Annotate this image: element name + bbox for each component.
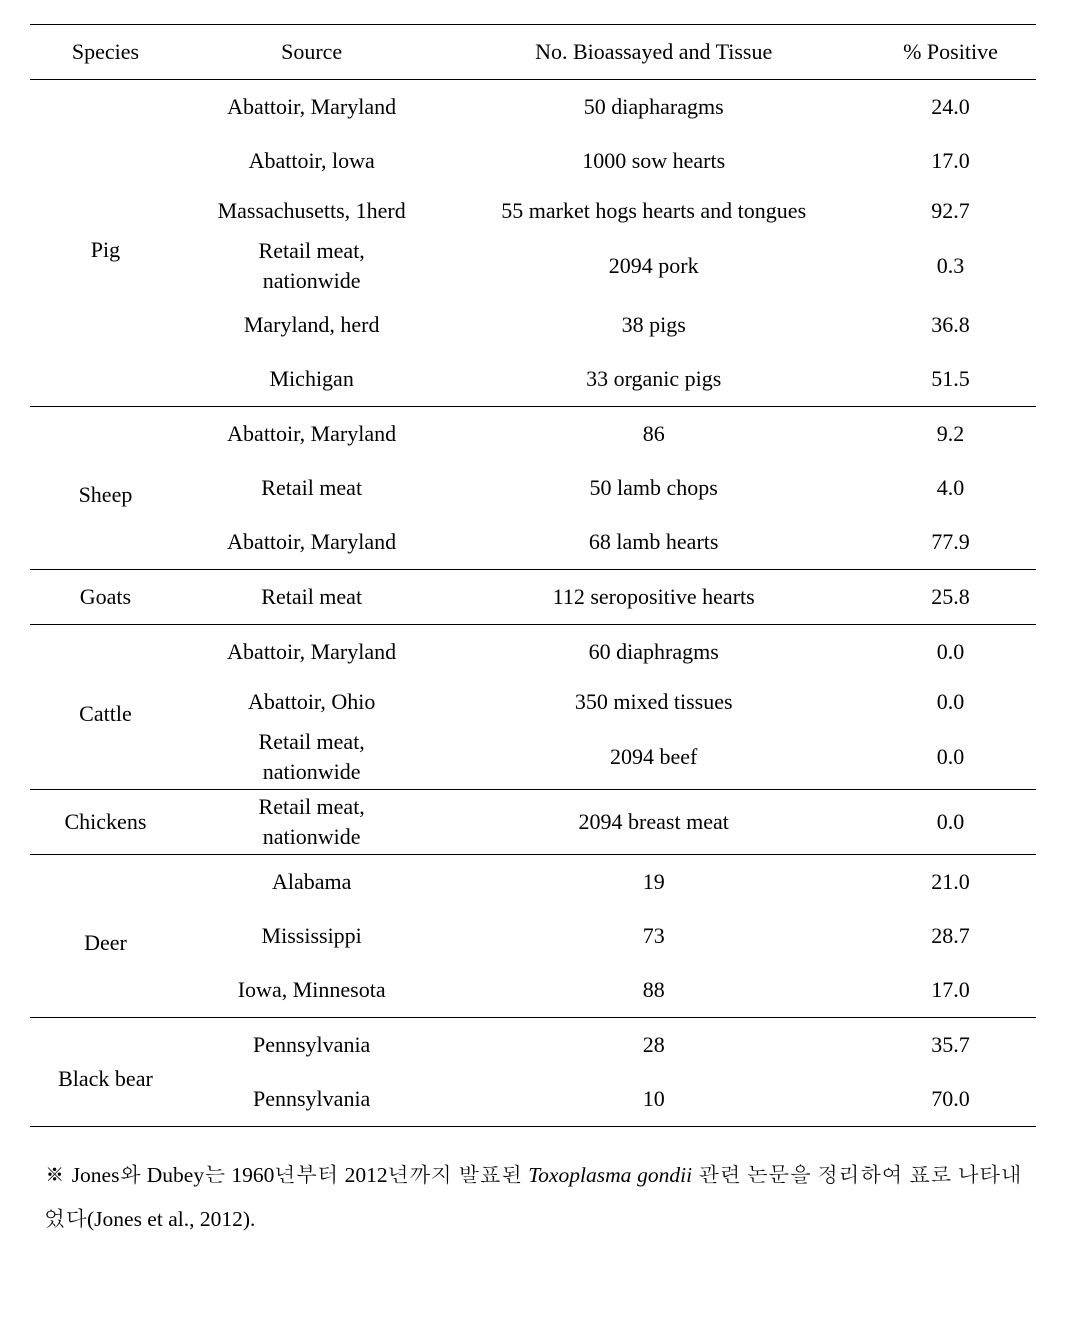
table-row: Michigan33 organic pigs51.5 — [30, 352, 1036, 407]
cell-tissue: 60 diaphragms — [442, 625, 865, 680]
cell-tissue: 55 market hogs hearts and tongues — [442, 188, 865, 234]
cell-source: Retail meat,nationwide — [181, 725, 443, 790]
cell-tissue: 1000 sow hearts — [442, 134, 865, 188]
cell-tissue: 19 — [442, 855, 865, 910]
cell-tissue: 10 — [442, 1072, 865, 1127]
cell-tissue: 88 — [442, 963, 865, 1018]
cell-positive: 21.0 — [865, 855, 1036, 910]
table-row: Mississippi7328.7 — [30, 909, 1036, 963]
cell-species: Goats — [30, 570, 181, 625]
table-row: Abattoir, Ohio350 mixed tissues0.0 — [30, 679, 1036, 725]
table-row: CattleAbattoir, Maryland60 diaphragms0.0 — [30, 625, 1036, 680]
footnote-italic: Toxoplasma gondii — [528, 1163, 692, 1187]
table-row: Retail meat,nationwide2094 pork0.3 — [30, 234, 1036, 298]
cell-source: Pennsylvania — [181, 1072, 443, 1127]
header-source: Source — [181, 25, 443, 80]
header-tissue: No. Bioassayed and Tissue — [442, 25, 865, 80]
cell-tissue: 73 — [442, 909, 865, 963]
table-row: PigAbattoir, Maryland50 diapharagms24.0 — [30, 80, 1036, 135]
cell-positive: 4.0 — [865, 461, 1036, 515]
cell-positive: 70.0 — [865, 1072, 1036, 1127]
cell-source: Iowa, Minnesota — [181, 963, 443, 1018]
cell-tissue: 112 seropositive hearts — [442, 570, 865, 625]
cell-positive: 0.0 — [865, 725, 1036, 790]
cell-tissue: 350 mixed tissues — [442, 679, 865, 725]
table-row: Iowa, Minnesota8817.0 — [30, 963, 1036, 1018]
table-row: ChickensRetail meat,nationwide2094 breas… — [30, 790, 1036, 855]
cell-source: Abattoir, Maryland — [181, 407, 443, 462]
table-row: SheepAbattoir, Maryland869.2 — [30, 407, 1036, 462]
cell-tissue: 28 — [442, 1018, 865, 1073]
table-row: Black bearPennsylvania2835.7 — [30, 1018, 1036, 1073]
table-row: Retail meat50 lamb chops4.0 — [30, 461, 1036, 515]
table-row: DeerAlabama1921.0 — [30, 855, 1036, 910]
cell-tissue: 50 lamb chops — [442, 461, 865, 515]
cell-source: Mississippi — [181, 909, 443, 963]
cell-positive: 77.9 — [865, 515, 1036, 570]
cell-positive: 0.0 — [865, 679, 1036, 725]
cell-positive: 36.8 — [865, 298, 1036, 352]
cell-tissue: 2094 breast meat — [442, 790, 865, 855]
cell-source: Abattoir, Maryland — [181, 80, 443, 135]
cell-tissue: 2094 beef — [442, 725, 865, 790]
cell-positive: 28.7 — [865, 909, 1036, 963]
cell-positive: 92.7 — [865, 188, 1036, 234]
table-row: Abattoir, Maryland68 lamb hearts77.9 — [30, 515, 1036, 570]
cell-species: Black bear — [30, 1018, 181, 1127]
cell-positive: 17.0 — [865, 963, 1036, 1018]
cell-species: Sheep — [30, 407, 181, 570]
cell-tissue: 86 — [442, 407, 865, 462]
cell-source: Retail meat — [181, 461, 443, 515]
cell-positive: 25.8 — [865, 570, 1036, 625]
cell-species: Deer — [30, 855, 181, 1018]
cell-source: Retail meat,nationwide — [181, 234, 443, 298]
cell-positive: 51.5 — [865, 352, 1036, 407]
table-row: Maryland, herd38 pigs36.8 — [30, 298, 1036, 352]
bioassay-table: Species Source No. Bioassayed and Tissue… — [30, 24, 1036, 1127]
table-row: Retail meat,nationwide2094 beef0.0 — [30, 725, 1036, 790]
cell-positive: 0.0 — [865, 790, 1036, 855]
cell-tissue: 50 diapharagms — [442, 80, 865, 135]
table-row: GoatsRetail meat112 seropositive hearts2… — [30, 570, 1036, 625]
cell-tissue: 33 organic pigs — [442, 352, 865, 407]
cell-species: Pig — [30, 80, 181, 407]
cell-positive: 24.0 — [865, 80, 1036, 135]
cell-source: Retail meat — [181, 570, 443, 625]
cell-source: Abattoir, Maryland — [181, 515, 443, 570]
cell-source: Maryland, herd — [181, 298, 443, 352]
cell-positive: 9.2 — [865, 407, 1036, 462]
cell-positive: 0.3 — [865, 234, 1036, 298]
cell-source: Michigan — [181, 352, 443, 407]
cell-positive: 17.0 — [865, 134, 1036, 188]
cell-source: Abattoir, Maryland — [181, 625, 443, 680]
table-row: Pennsylvania1070.0 — [30, 1072, 1036, 1127]
cell-source: Retail meat,nationwide — [181, 790, 443, 855]
cell-species: Chickens — [30, 790, 181, 855]
table-row: Massachusetts, 1herd55 market hogs heart… — [30, 188, 1036, 234]
header-positive: % Positive — [865, 25, 1036, 80]
cell-positive: 35.7 — [865, 1018, 1036, 1073]
cell-tissue: 38 pigs — [442, 298, 865, 352]
table-row: Abattoir, lowa1000 sow hearts17.0 — [30, 134, 1036, 188]
cell-tissue: 2094 pork — [442, 234, 865, 298]
footnote: ※ Jones와 Dubey는 1960년부터 2012년까지 발표된 Toxo… — [30, 1153, 1036, 1241]
footnote-prefix: ※ Jones와 Dubey는 1960년부터 2012년까지 발표된 — [44, 1163, 528, 1187]
cell-tissue: 68 lamb hearts — [442, 515, 865, 570]
header-species: Species — [30, 25, 181, 80]
cell-positive: 0.0 — [865, 625, 1036, 680]
cell-source: Pennsylvania — [181, 1018, 443, 1073]
cell-source: Abattoir, Ohio — [181, 679, 443, 725]
cell-species: Cattle — [30, 625, 181, 790]
cell-source: Abattoir, lowa — [181, 134, 443, 188]
cell-source: Massachusetts, 1herd — [181, 188, 443, 234]
cell-source: Alabama — [181, 855, 443, 910]
